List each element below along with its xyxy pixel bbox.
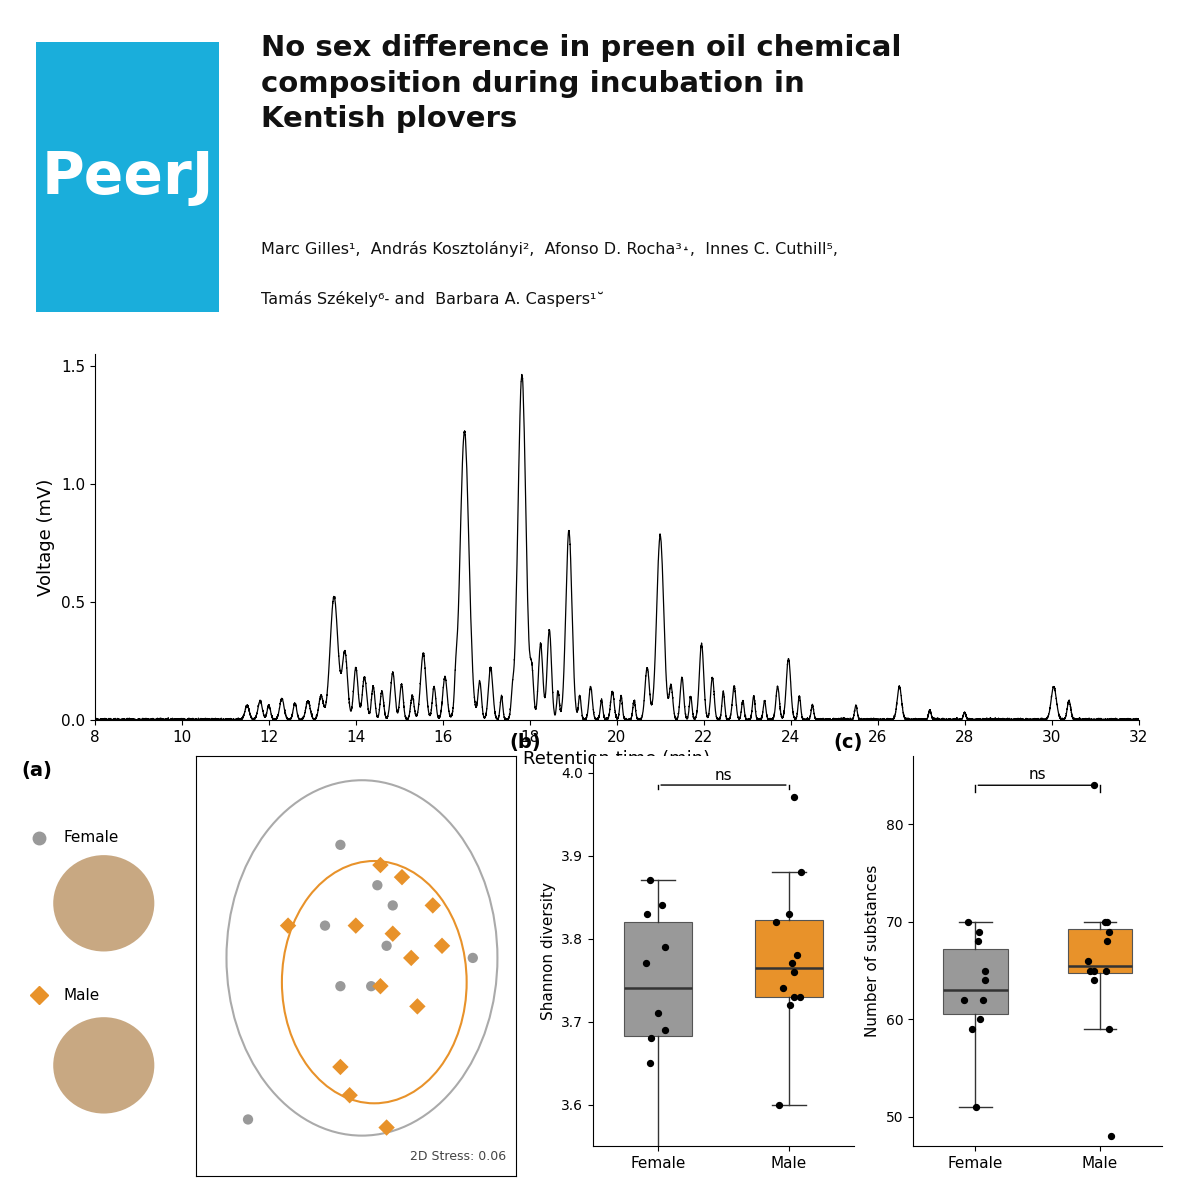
PathPatch shape	[943, 948, 1008, 1014]
Point	[766, 912, 785, 931]
Point	[652, 895, 671, 914]
Text: Tamás Székely⁶˗ and  Barbara A. Caspers¹˘: Tamás Székely⁶˗ and Barbara A. Caspers¹˘	[261, 292, 605, 307]
Point	[464, 948, 483, 967]
Point	[331, 835, 350, 854]
Point	[638, 904, 657, 923]
Point	[383, 924, 402, 943]
Point	[963, 1019, 982, 1038]
Point	[377, 1118, 396, 1138]
Text: PeerJ: PeerJ	[42, 149, 213, 205]
Point	[640, 1054, 659, 1073]
Point	[331, 977, 350, 996]
Text: ns: ns	[715, 768, 732, 784]
Y-axis label: Voltage (mV): Voltage (mV)	[38, 479, 56, 595]
Point	[383, 896, 402, 916]
Point	[377, 936, 396, 955]
Text: (b): (b)	[510, 733, 541, 752]
Point	[773, 979, 792, 998]
Text: (c): (c)	[834, 733, 863, 752]
Point	[346, 916, 365, 935]
Ellipse shape	[53, 856, 154, 952]
Point	[371, 856, 390, 875]
Point	[971, 1009, 990, 1028]
Point	[1099, 1019, 1118, 1038]
PathPatch shape	[1067, 929, 1133, 973]
Point	[967, 1097, 986, 1116]
Point	[655, 1020, 674, 1039]
Point	[1096, 912, 1115, 931]
Point	[788, 946, 806, 965]
Point	[976, 961, 995, 980]
Point	[279, 916, 298, 935]
Point	[958, 912, 977, 931]
Point	[790, 988, 809, 1007]
Point	[340, 1086, 359, 1105]
Point	[402, 948, 421, 967]
Point	[1084, 971, 1103, 990]
Point	[656, 937, 675, 956]
Text: 2D Stress: 0.06: 2D Stress: 0.06	[410, 1151, 506, 1164]
Point	[393, 868, 412, 887]
Point	[423, 896, 442, 916]
Text: (a): (a)	[21, 761, 52, 780]
Point	[1097, 931, 1116, 950]
Point	[1084, 961, 1103, 980]
Y-axis label: Shannon diversity: Shannon diversity	[541, 882, 556, 1020]
Point	[974, 990, 993, 1009]
Point	[1097, 912, 1116, 931]
Point	[649, 1003, 668, 1022]
Point	[968, 931, 987, 950]
Point	[1097, 961, 1116, 980]
Point	[636, 954, 655, 973]
Ellipse shape	[53, 1018, 154, 1114]
Point	[785, 962, 804, 982]
Point	[779, 904, 798, 923]
Point	[642, 1028, 661, 1048]
Point	[433, 936, 452, 955]
Point	[784, 788, 803, 808]
Point	[770, 1094, 789, 1114]
PathPatch shape	[624, 922, 693, 1036]
Point	[640, 871, 659, 890]
Point	[791, 863, 810, 882]
Point	[408, 997, 427, 1016]
Text: Marc Gilles¹,  András Kosztolányi²,  Afonso D. Rocha³˔,  Innes C. Cuthill⁵,: Marc Gilles¹, András Kosztolányi², Afons…	[261, 240, 839, 257]
Point	[362, 977, 381, 996]
Text: Male: Male	[63, 988, 100, 1003]
Point	[1102, 1127, 1121, 1146]
PathPatch shape	[754, 920, 823, 997]
Point	[780, 995, 799, 1014]
Point	[656, 1145, 675, 1164]
Y-axis label: Number of substances: Number of substances	[866, 865, 880, 1037]
Point	[371, 977, 390, 996]
X-axis label: Retention time (min): Retention time (min)	[523, 750, 710, 768]
Point	[1080, 961, 1099, 980]
Point	[970, 922, 989, 941]
Point	[1079, 952, 1098, 971]
Point	[976, 971, 995, 990]
Point	[955, 990, 974, 1009]
Point	[782, 954, 801, 973]
Point	[1099, 922, 1118, 941]
Point	[238, 1110, 257, 1129]
Point	[331, 1057, 350, 1076]
Point	[1085, 775, 1104, 794]
Point	[368, 876, 387, 895]
Point	[785, 988, 804, 1007]
Text: Female: Female	[63, 830, 119, 845]
Text: ns: ns	[1029, 767, 1046, 782]
Text: No sex difference in preen oil chemical
composition during incubation in
Kentish: No sex difference in preen oil chemical …	[261, 34, 901, 133]
Point	[315, 916, 334, 935]
